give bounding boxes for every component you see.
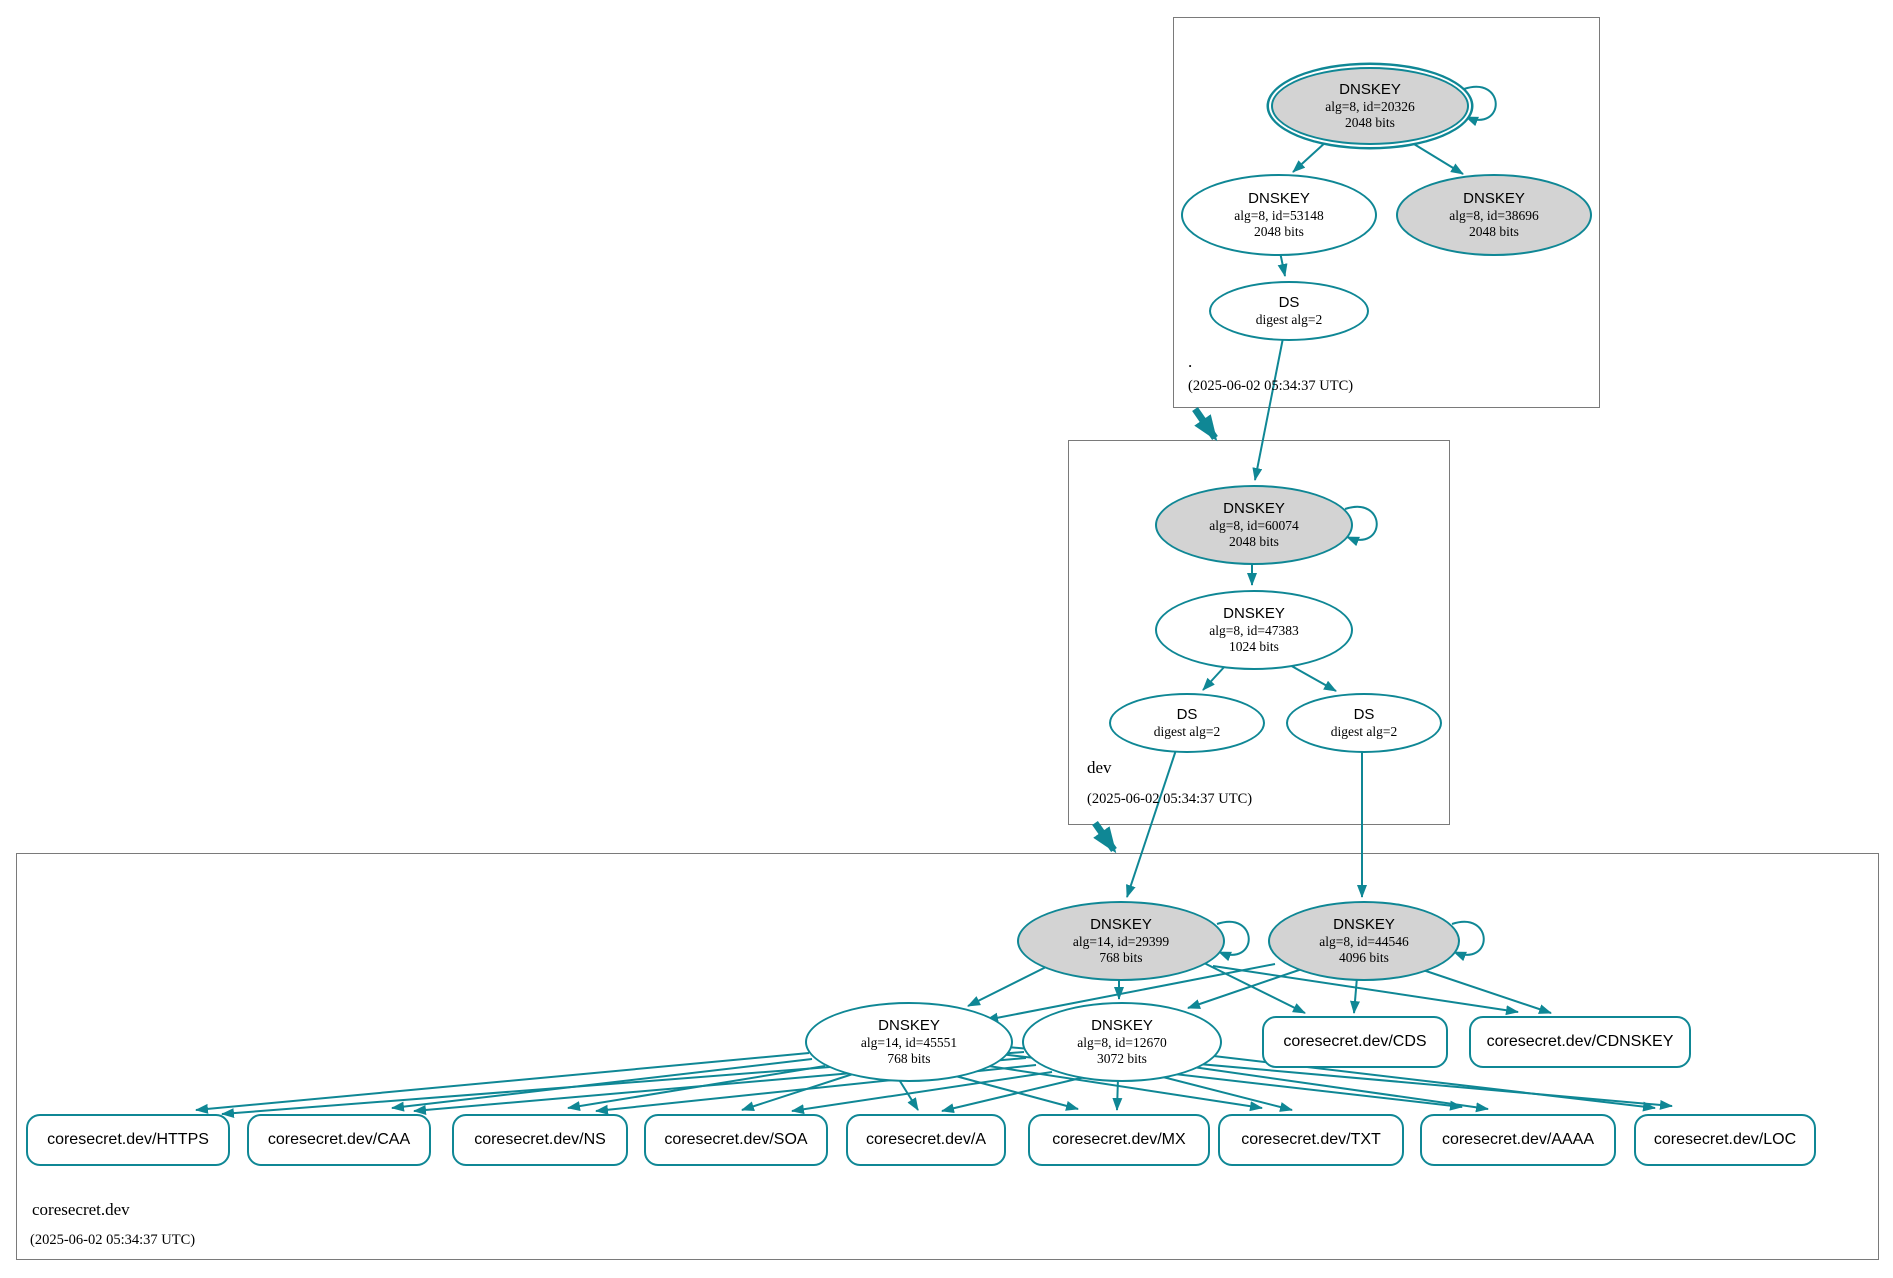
zone-timestamp-root: (2025-06-02 05:34:37 UTC)	[1188, 378, 1354, 394]
zone-label-dev: dev	[1087, 758, 1112, 777]
node-detail: alg=14, id=29399	[1072, 933, 1170, 949]
node-title: DNSKEY	[1223, 605, 1285, 623]
node-detail: alg=8, id=44546	[1319, 933, 1409, 949]
zone-timestamp-coresecret: (2025-06-02 05:34:37 UTC)	[30, 1232, 196, 1248]
node-title: DNSKEY	[878, 1017, 940, 1035]
node-detail: alg=8, id=60074	[1209, 517, 1299, 533]
node-bits: 2048 bits	[1254, 223, 1304, 239]
node-title: DS	[1278, 294, 1300, 312]
node-detail: alg=8, id=12670	[1077, 1034, 1167, 1050]
node-title: DNSKEY	[1090, 916, 1152, 934]
node-detail: digest alg=2	[1255, 311, 1323, 327]
ds-node-dev-right: DS digest alg=2	[1286, 693, 1442, 753]
rrset-mx: coresecret.dev/MX	[1028, 1114, 1210, 1166]
dnskey-node-coresecret-ksk1: DNSKEY alg=14, id=29399 768 bits	[1017, 901, 1225, 981]
dnskey-node-root-ksk: DNSKEY alg=8, id=20326 2048 bits	[1271, 67, 1469, 145]
dnskey-node-dev-zsk: DNSKEY alg=8, id=47383 1024 bits	[1155, 590, 1353, 670]
node-detail: digest alg=2	[1330, 723, 1398, 739]
node-title: DNSKEY	[1248, 190, 1310, 208]
rrset-https: coresecret.dev/HTTPS	[26, 1114, 230, 1166]
node-bits: 4096 bits	[1339, 949, 1389, 965]
rrset-cdnskey: coresecret.dev/CDNSKEY	[1469, 1016, 1691, 1068]
node-title: DS	[1176, 706, 1198, 724]
node-detail: alg=14, id=45551	[860, 1034, 958, 1050]
rrset-soa: coresecret.dev/SOA	[644, 1114, 828, 1166]
dnskey-node-coresecret-zsk1: DNSKEY alg=14, id=45551 768 bits	[805, 1002, 1013, 1082]
node-title: DNSKEY	[1463, 190, 1525, 208]
rrset-ns: coresecret.dev/NS	[452, 1114, 628, 1166]
rrset-cds: coresecret.dev/CDS	[1262, 1016, 1448, 1068]
rrset-aaaa: coresecret.dev/AAAA	[1420, 1114, 1616, 1166]
node-bits: 2048 bits	[1345, 114, 1395, 130]
node-title: DNSKEY	[1333, 916, 1395, 934]
rrset-caa: coresecret.dev/CAA	[247, 1114, 431, 1166]
node-bits: 2048 bits	[1469, 223, 1519, 239]
zone-box-root	[1173, 17, 1600, 408]
node-bits: 1024 bits	[1229, 638, 1279, 654]
node-bits: 2048 bits	[1229, 533, 1279, 549]
node-detail: alg=8, id=47383	[1209, 622, 1299, 638]
rrset-txt: coresecret.dev/TXT	[1218, 1114, 1404, 1166]
zone-label-root: .	[1188, 352, 1193, 371]
dnskey-node-dev-ksk: DNSKEY alg=8, id=60074 2048 bits	[1155, 485, 1353, 565]
dnskey-node-coresecret-zsk2: DNSKEY alg=8, id=12670 3072 bits	[1022, 1002, 1222, 1082]
node-title: DNSKEY	[1091, 1017, 1153, 1035]
node-detail: alg=8, id=20326	[1325, 98, 1415, 114]
dnskey-node-root-zsk: DNSKEY alg=8, id=53148 2048 bits	[1181, 174, 1377, 256]
node-detail: digest alg=2	[1153, 723, 1221, 739]
ds-node-dev-left: DS digest alg=2	[1109, 693, 1265, 753]
node-bits: 768 bits	[1099, 949, 1143, 965]
zone-timestamp-dev: (2025-06-02 05:34:37 UTC)	[1087, 791, 1253, 807]
dnskey-node-root-38696: DNSKEY alg=8, id=38696 2048 bits	[1396, 174, 1592, 256]
rrset-loc: coresecret.dev/LOC	[1634, 1114, 1816, 1166]
node-detail: alg=8, id=38696	[1449, 207, 1539, 223]
node-bits: 768 bits	[887, 1050, 931, 1066]
node-title: DNSKEY	[1223, 500, 1285, 518]
node-bits: 3072 bits	[1097, 1050, 1147, 1066]
node-title: DNSKEY	[1339, 81, 1401, 99]
rrset-a: coresecret.dev/A	[846, 1114, 1006, 1166]
ds-node-root: DS digest alg=2	[1209, 281, 1369, 341]
node-title: DS	[1353, 706, 1375, 724]
node-detail: alg=8, id=53148	[1234, 207, 1324, 223]
zone-label-coresecret: coresecret.dev	[32, 1200, 130, 1219]
zone-box-coresecret	[16, 853, 1879, 1260]
dnskey-node-coresecret-ksk2: DNSKEY alg=8, id=44546 4096 bits	[1268, 901, 1460, 981]
